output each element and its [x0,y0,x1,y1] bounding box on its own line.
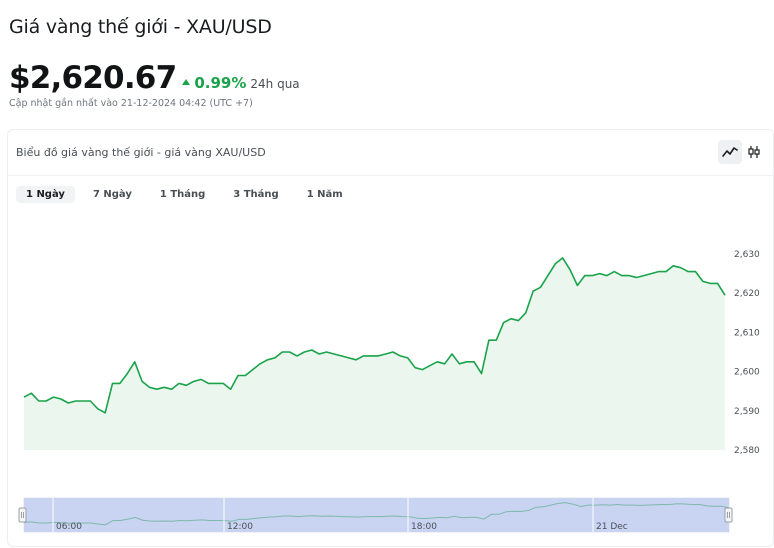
tab-1-month[interactable]: 1 Tháng [159,189,206,200]
navigator-time-label: 21 Dec [596,522,628,532]
y-tick-label: 2,590 [734,407,760,417]
price-chart: 2,630 2,620 2,610 2,600 2,590 2,580 06:00 12:0… [18,250,760,533]
price-line [23,257,726,414]
candlestick-chart-toggle[interactable] [742,140,766,164]
chart-card-title: Biểu đồ giá vàng thế giới - giá vàng XAU… [16,146,266,159]
tab-7-days[interactable]: 7 Ngày [92,189,132,200]
navigator-time-label: 18:00 [411,522,437,532]
y-tick-label: 2,620 [734,289,760,299]
current-price: $2,620.67 [9,60,177,96]
tab-1-day[interactable]: 1 Ngày [16,186,75,203]
navigator-time-labels: 06:00 12:00 18:00 21 Dec [52,498,628,532]
line-chart-toggle[interactable] [718,140,742,164]
line-chart-icon [722,147,738,157]
navigator-left-handle[interactable] [18,507,27,523]
triangle-up-icon [182,79,191,85]
price-area [24,257,725,450]
page-title: Giá vàng thế giới - XAU/USD [9,16,272,38]
candlestick-chart-icon [748,146,760,158]
navigator-time-label: 06:00 [56,522,82,532]
navigator-time-label: 12:00 [227,522,253,532]
chart-card: Biểu đồ giá vàng thế giới - giá vàng XAU… [7,129,774,547]
navigator-right-handle[interactable] [724,507,733,523]
main-plot [23,257,726,450]
time-range-tabs: 1 Ngày 7 Ngày 1 Tháng 3 Tháng 1 Năm [16,186,361,203]
chart-card-header: Biểu đồ giá vàng thế giới - giá vàng XAU… [8,130,773,176]
change-percent: 0.99% [194,74,247,92]
price-summary: $2,620.67 0.99% 24h qua [9,60,300,96]
price-change: 0.99% 24h qua [182,74,300,92]
y-tick-label: 2,580 [734,446,760,456]
y-tick-label: 2,600 [734,368,760,378]
change-period: 24h qua [250,77,300,91]
navigator-line [23,502,730,526]
tab-1-year[interactable]: 1 Năm [306,189,343,200]
navigator-selection[interactable] [24,498,729,532]
y-axis: 2,630 2,620 2,610 2,600 2,590 2,580 [734,250,760,456]
navigator[interactable]: 06:00 12:00 18:00 21 Dec [18,497,733,533]
tab-3-months[interactable]: 3 Tháng [233,189,279,200]
y-tick-label: 2,610 [734,328,760,338]
y-tick-label: 2,630 [734,250,760,260]
last-updated: Cập nhật gần nhất vào 21-12-2024 04:42 (… [9,98,253,109]
